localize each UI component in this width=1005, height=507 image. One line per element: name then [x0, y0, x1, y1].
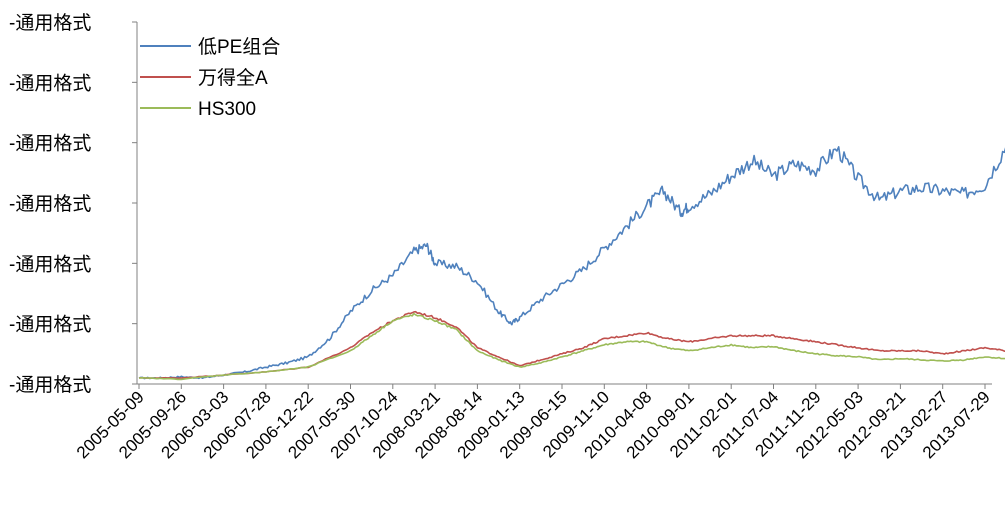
legend-label-0: 低PE组合: [198, 36, 280, 58]
y-tick-label: -通用格式: [9, 133, 91, 155]
series-line-1: [138, 310, 1005, 379]
series-group: [138, 146, 1005, 381]
y-tick-label: -通用格式: [9, 12, 91, 34]
legend-label-1: 万得全A: [198, 67, 268, 89]
y-tick-label: -通用格式: [9, 374, 91, 396]
series-line-2: [138, 312, 1005, 381]
y-tick-label: -通用格式: [9, 314, 91, 336]
legend-label-2: HS300: [198, 99, 256, 120]
y-tick-label: -通用格式: [9, 193, 91, 215]
y-tick-label: -通用格式: [9, 72, 91, 94]
y-tick-group: -通用格式 -通用格式 -通用格式 -通用格式 -通用格式 -通用格式 -通用格式: [9, 12, 137, 396]
x-tick-group: 2005-05-092005-09-262006-03-032006-07-28…: [73, 384, 994, 462]
series-line-0: [138, 146, 1005, 380]
y-tick-label: -通用格式: [9, 253, 91, 275]
